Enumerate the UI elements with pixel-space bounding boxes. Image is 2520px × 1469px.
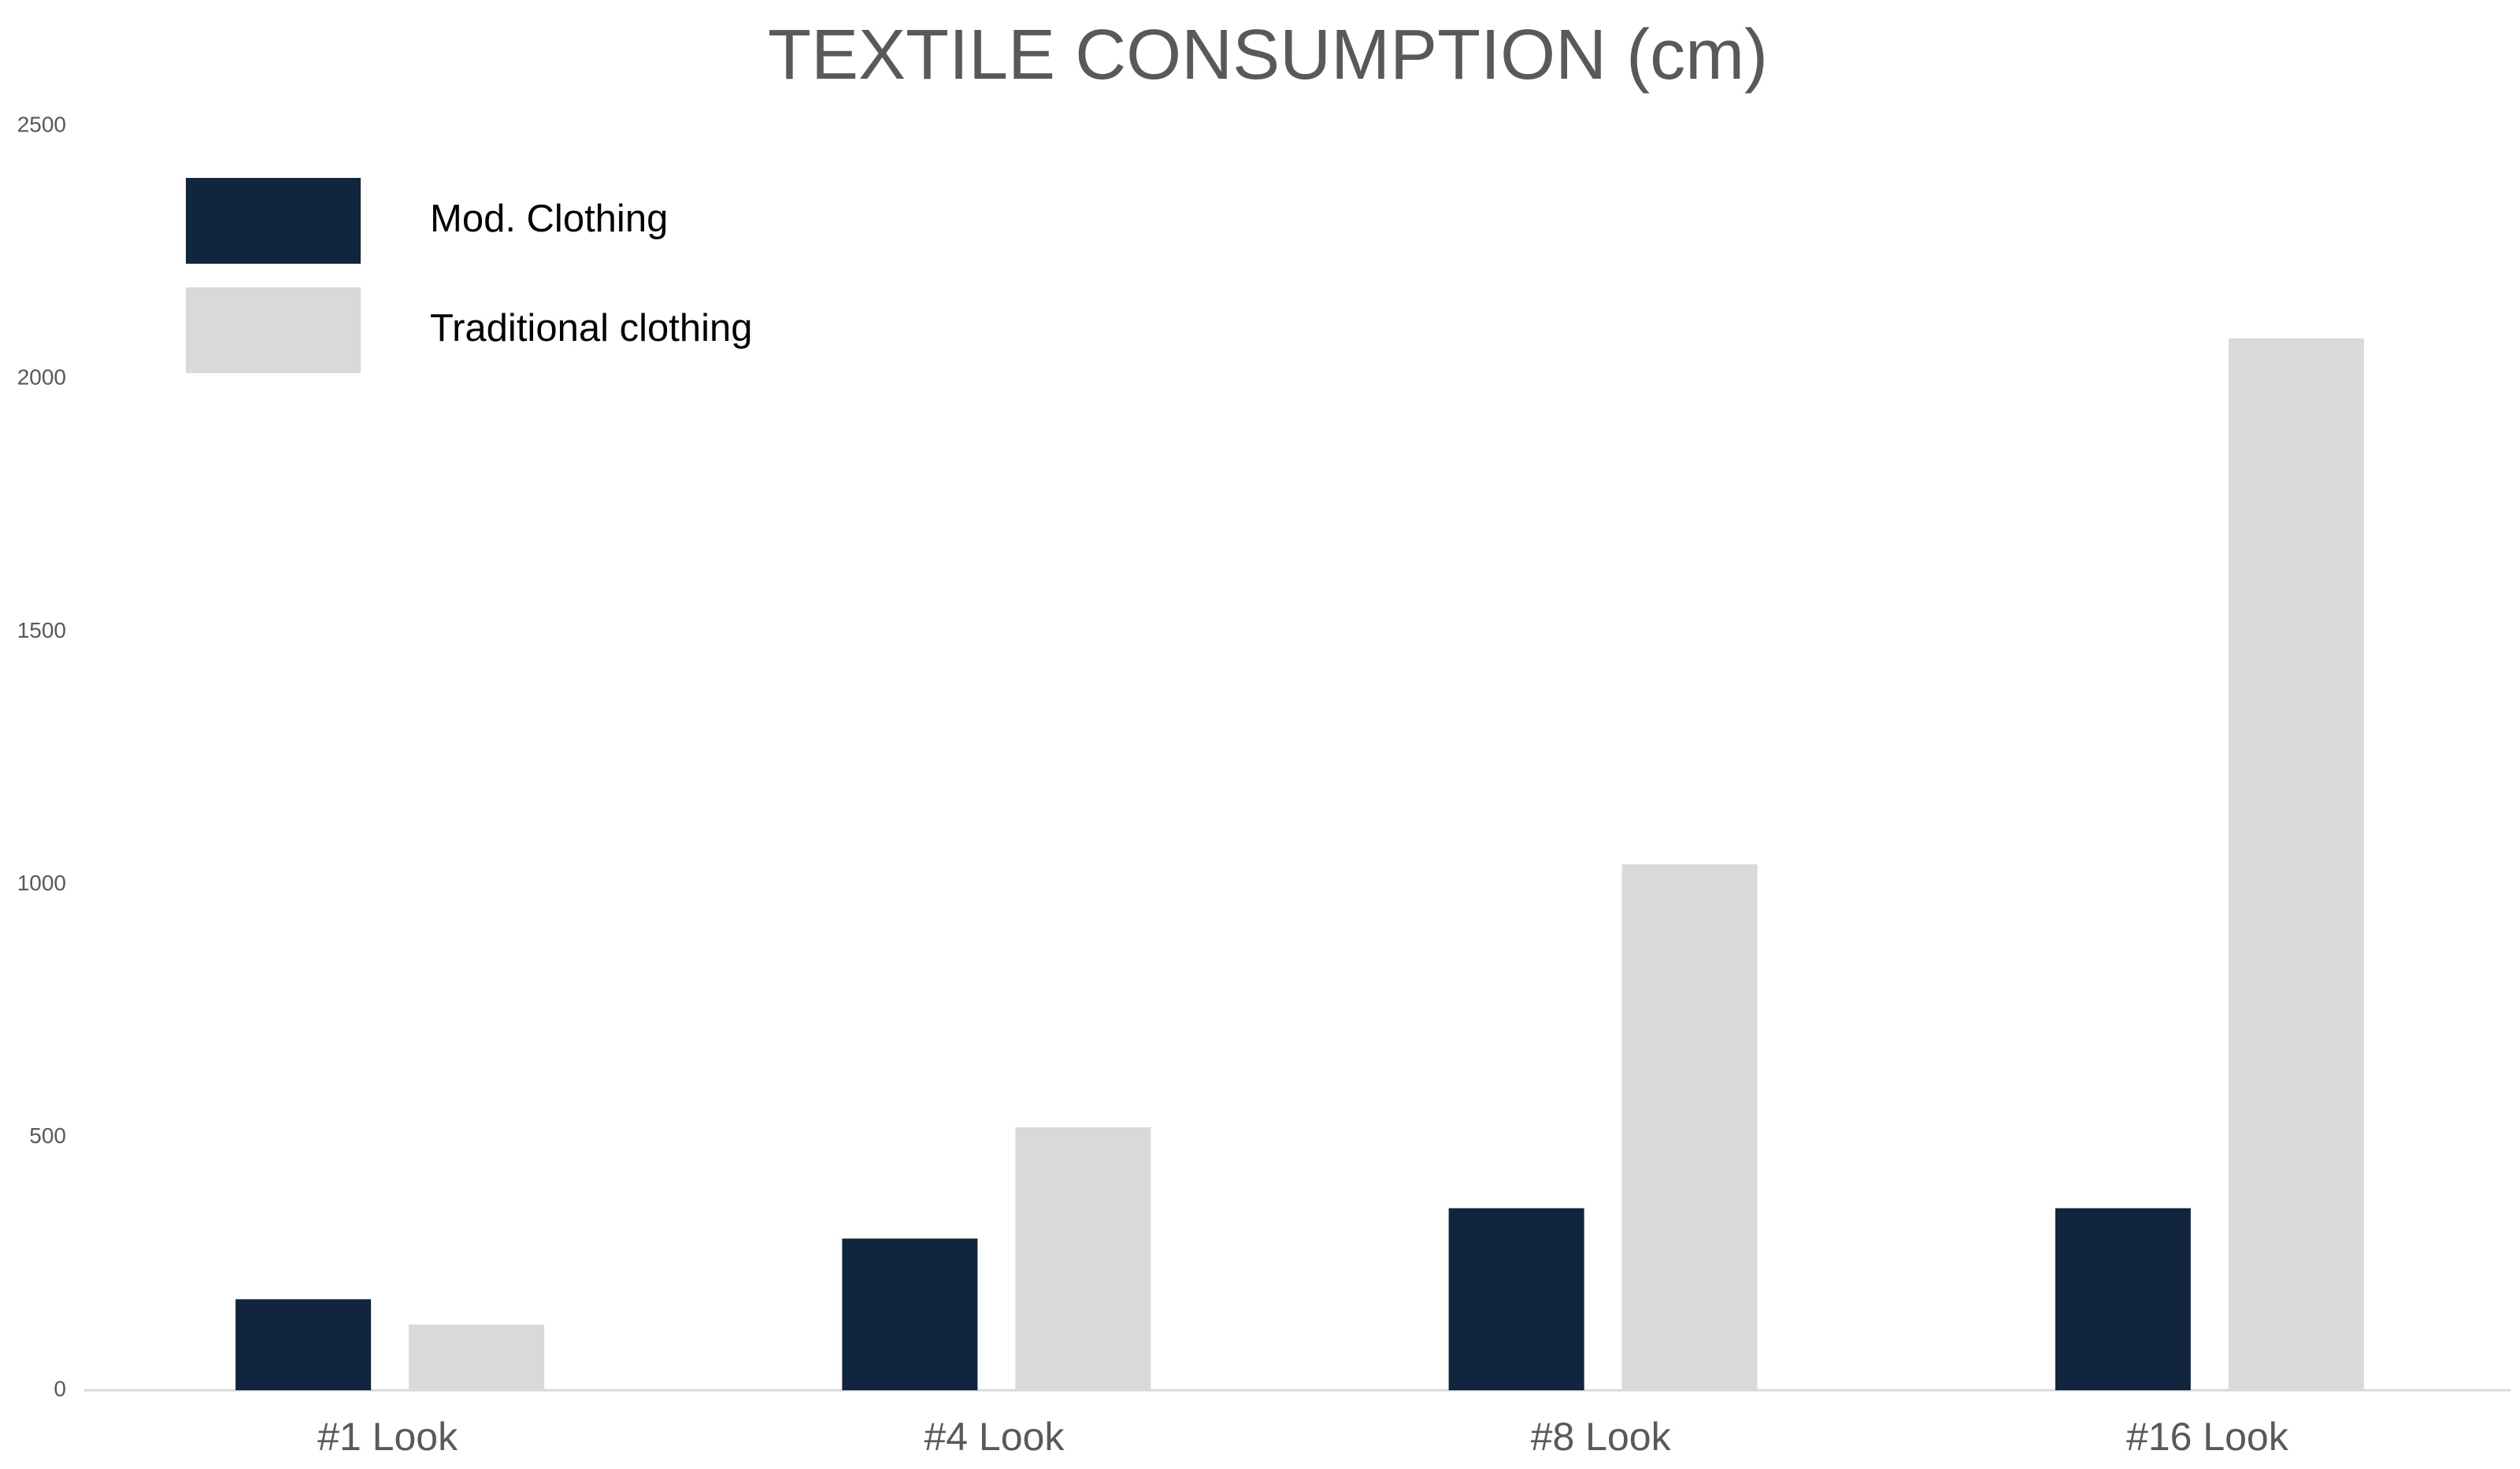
bar: [1621, 864, 1758, 1390]
legend-label: Mod. Clothing: [430, 198, 668, 240]
bar: [1015, 1127, 1151, 1390]
x-tick-label: #4 Look: [924, 1415, 1065, 1459]
y-tick-label: 1500: [17, 618, 66, 642]
bar: [1448, 1208, 1584, 1390]
legend-swatch: [186, 178, 361, 264]
y-tick-label: 2500: [17, 112, 66, 136]
y-tick-label: 0: [54, 1376, 66, 1401]
legend-swatch: [186, 287, 361, 373]
x-tick-label: #16 Look: [2126, 1415, 2289, 1459]
y-tick-label: 500: [29, 1123, 66, 1148]
chart-title: TEXTILE CONSUMPTION (cm): [768, 16, 1768, 94]
bar: [409, 1324, 545, 1390]
y-tick-label: 1000: [17, 871, 66, 895]
bar: [2055, 1208, 2191, 1390]
x-tick-label: #8 Look: [1531, 1415, 1672, 1459]
bar: [2228, 338, 2364, 1391]
legend-label: Traditional clothing: [430, 307, 752, 350]
x-tick-label: #1 Look: [317, 1415, 458, 1459]
bar: [235, 1299, 372, 1390]
bar: [842, 1238, 978, 1390]
y-tick-label: 2000: [17, 365, 66, 390]
